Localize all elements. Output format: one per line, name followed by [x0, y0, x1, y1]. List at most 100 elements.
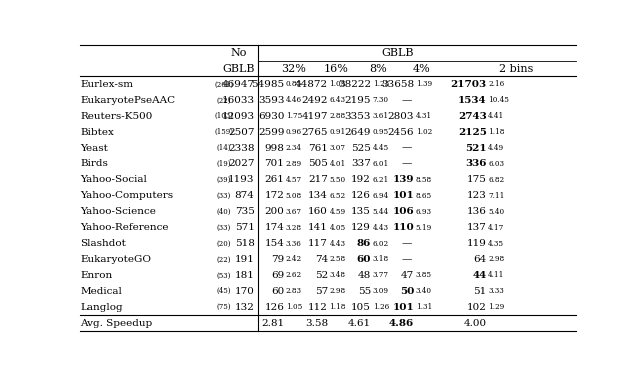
Text: 518: 518	[235, 239, 255, 248]
Text: 6.52: 6.52	[330, 192, 346, 200]
Text: 2507: 2507	[228, 128, 255, 137]
Text: 3.67: 3.67	[286, 208, 302, 216]
Text: 2.88: 2.88	[330, 112, 346, 120]
Text: 160: 160	[308, 207, 328, 216]
Text: 4.61: 4.61	[348, 319, 371, 328]
Text: 3.85: 3.85	[416, 272, 432, 279]
Text: (19): (19)	[216, 160, 231, 168]
Text: 129: 129	[351, 223, 371, 232]
Text: 3.07: 3.07	[330, 144, 346, 152]
Text: 337: 337	[351, 160, 371, 169]
Text: 7.30: 7.30	[372, 96, 388, 104]
Text: 1.39: 1.39	[416, 80, 432, 89]
Text: 1.23: 1.23	[372, 80, 388, 89]
Text: EukaryotePseAAC: EukaryotePseAAC	[81, 96, 175, 105]
Text: 4.45: 4.45	[372, 144, 388, 152]
Text: 64: 64	[474, 255, 486, 264]
Text: —: —	[402, 96, 412, 105]
Text: EukaryoteGO: EukaryoteGO	[81, 255, 152, 264]
Text: 3.09: 3.09	[372, 287, 388, 295]
Text: 4.31: 4.31	[416, 112, 432, 120]
Text: 137: 137	[467, 223, 486, 232]
Text: 2.16: 2.16	[488, 80, 504, 89]
Text: 60: 60	[356, 255, 371, 264]
Text: 5.19: 5.19	[416, 224, 432, 232]
Text: Eurlex-sm: Eurlex-sm	[81, 80, 134, 89]
Text: 126: 126	[351, 191, 371, 200]
Text: 2649: 2649	[345, 128, 371, 137]
Text: (53): (53)	[217, 272, 231, 279]
Text: 7.11: 7.11	[488, 192, 504, 200]
Text: 2.34: 2.34	[286, 144, 302, 152]
Text: 4.17: 4.17	[488, 224, 504, 232]
Text: 2195: 2195	[345, 96, 371, 105]
Text: 74: 74	[315, 255, 328, 264]
Text: Langlog: Langlog	[81, 303, 123, 312]
Text: 2338: 2338	[228, 144, 255, 153]
Text: (75): (75)	[216, 303, 231, 311]
Text: 1.02: 1.02	[416, 128, 432, 136]
Text: 2.98: 2.98	[330, 287, 346, 295]
Text: 154: 154	[264, 239, 284, 248]
Text: (22): (22)	[216, 256, 231, 263]
Text: 505: 505	[308, 160, 328, 169]
Text: 1193: 1193	[228, 176, 255, 185]
Text: 46947: 46947	[221, 80, 255, 89]
Text: 12093: 12093	[221, 112, 255, 121]
Text: —: —	[402, 160, 412, 169]
Text: 38222: 38222	[338, 80, 371, 89]
Text: 134: 134	[308, 191, 328, 200]
Text: 174: 174	[264, 223, 284, 232]
Text: 3.61: 3.61	[372, 112, 388, 120]
Text: 2027: 2027	[228, 160, 255, 169]
Text: 2125: 2125	[458, 128, 486, 137]
Text: Medical: Medical	[81, 287, 122, 296]
Text: 4.59: 4.59	[330, 208, 346, 216]
Text: 1.05: 1.05	[330, 80, 346, 89]
Text: 2765: 2765	[301, 128, 328, 137]
Text: 3.28: 3.28	[286, 224, 302, 232]
Text: 2.98: 2.98	[488, 256, 504, 263]
Text: 6.01: 6.01	[372, 160, 389, 168]
Text: 136: 136	[467, 207, 486, 216]
Text: Avg. Speedup: Avg. Speedup	[81, 319, 153, 328]
Text: 6.43: 6.43	[330, 96, 346, 104]
Text: GBLB: GBLB	[381, 48, 413, 58]
Text: 3593: 3593	[258, 96, 284, 105]
Text: 101: 101	[392, 303, 414, 312]
Text: 52: 52	[315, 271, 328, 280]
Text: 33658: 33658	[381, 80, 414, 89]
Text: 55: 55	[358, 287, 371, 296]
Text: 117: 117	[308, 239, 328, 248]
Text: Yahoo-Reference: Yahoo-Reference	[81, 223, 169, 232]
Text: 1.31: 1.31	[416, 303, 432, 311]
Text: 0.96: 0.96	[286, 128, 302, 136]
Text: 2.58: 2.58	[330, 256, 346, 263]
Text: 181: 181	[235, 271, 255, 280]
Text: 0.85: 0.85	[286, 80, 302, 89]
Text: 0.95: 0.95	[372, 128, 388, 136]
Text: Yahoo-Social: Yahoo-Social	[81, 176, 147, 185]
Text: 3.48: 3.48	[330, 272, 346, 279]
Text: 2456: 2456	[388, 128, 414, 137]
Text: 6.03: 6.03	[488, 160, 504, 168]
Text: 2492: 2492	[301, 96, 328, 105]
Text: 6.93: 6.93	[416, 208, 432, 216]
Text: 1.29: 1.29	[488, 303, 504, 311]
Text: 4.41: 4.41	[488, 112, 504, 120]
Text: 60: 60	[271, 287, 284, 296]
Text: (39): (39)	[217, 176, 231, 184]
Text: Yahoo-Computers: Yahoo-Computers	[81, 191, 173, 200]
Text: 79: 79	[271, 255, 284, 264]
Text: 2.83: 2.83	[286, 287, 302, 295]
Text: 525: 525	[351, 144, 371, 153]
Text: 32%: 32%	[281, 64, 306, 74]
Text: GBLB: GBLB	[223, 64, 255, 74]
Text: 102: 102	[467, 303, 486, 312]
Text: 3.36: 3.36	[286, 240, 301, 247]
Text: 4.00: 4.00	[463, 319, 486, 328]
Text: 6.82: 6.82	[488, 176, 504, 184]
Text: 5.08: 5.08	[286, 192, 302, 200]
Text: 521: 521	[465, 144, 486, 153]
Text: 761: 761	[308, 144, 328, 153]
